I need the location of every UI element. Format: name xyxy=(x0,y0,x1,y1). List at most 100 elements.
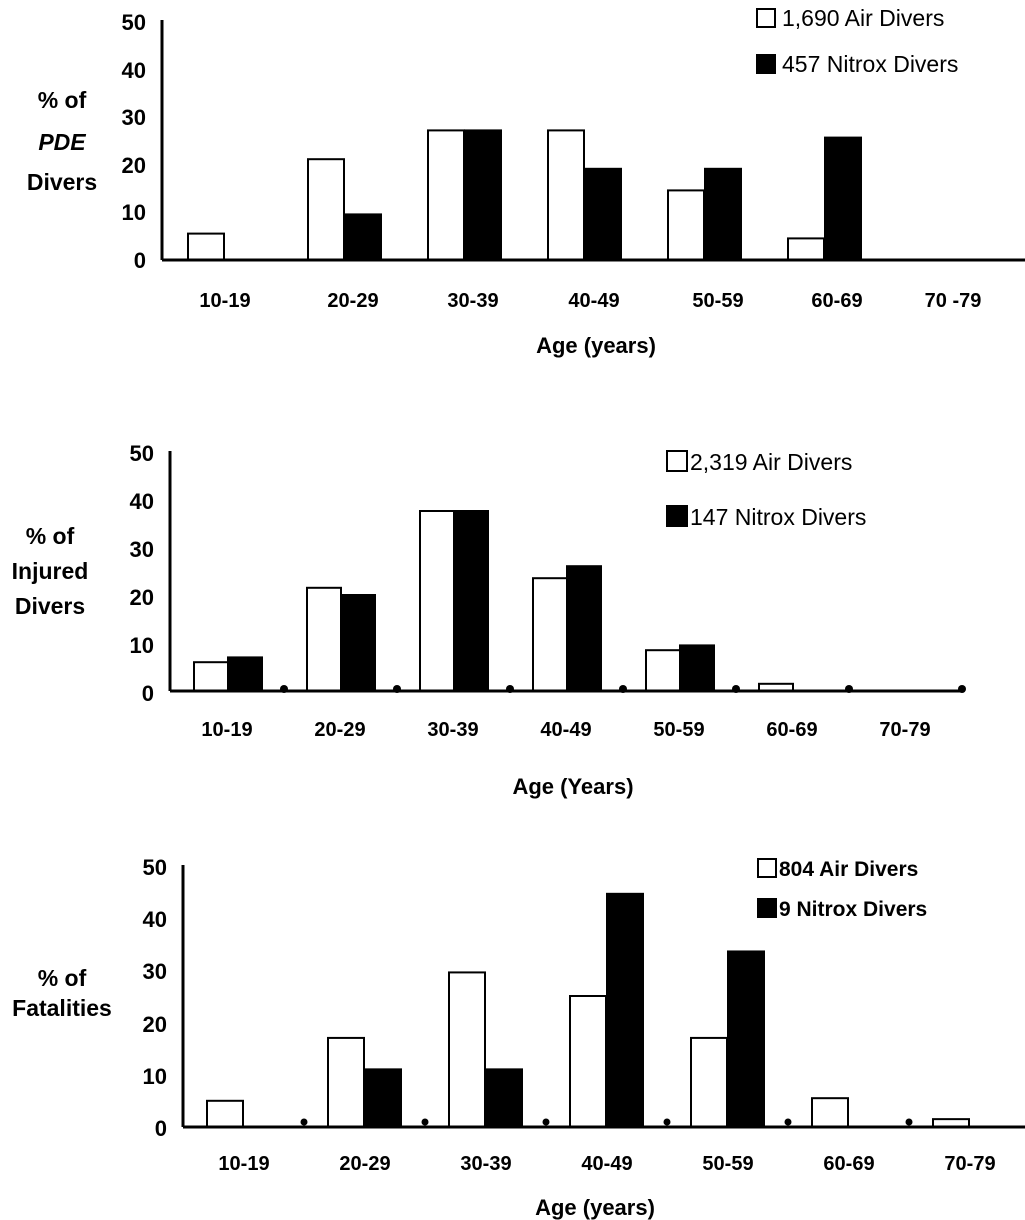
bar-nitrox-10-19 xyxy=(227,656,263,693)
x-category-label-60-69: 60-69 xyxy=(823,1153,874,1175)
chart-fatalities: % of Fatalities 0 10 20 30 40 50 10-19 2… xyxy=(12,855,1025,1220)
y-tick-label-20: 20 xyxy=(143,1012,167,1037)
y-tick-label-0: 0 xyxy=(155,1116,167,1141)
bar-air-50-59 xyxy=(690,1036,728,1129)
bar-air-60-69 xyxy=(787,237,825,261)
legend-swatch-nitrox xyxy=(757,898,777,918)
legend-label-nitrox: 147 Nitrox Divers xyxy=(690,504,866,530)
legend-swatch-air xyxy=(756,8,776,28)
y-tick-label-0: 0 xyxy=(134,248,146,273)
legend-swatch-nitrox xyxy=(666,505,688,527)
bar-nitrox-20-29 xyxy=(344,213,382,261)
x-category-label-10-19: 10-19 xyxy=(199,290,250,312)
bar-nitrox-20-29 xyxy=(340,594,376,692)
x-category-label-50-59: 50-59 xyxy=(653,719,704,741)
legend-label-nitrox: 457 Nitrox Divers xyxy=(782,51,958,77)
y-tick-label-50: 50 xyxy=(143,855,167,880)
y-tick-label-50: 50 xyxy=(122,10,146,35)
x-axis-label: Age (years) xyxy=(535,1195,655,1220)
bars-group xyxy=(187,129,862,262)
x-category-label-40-49: 40-49 xyxy=(540,719,591,741)
bar-nitrox-40-49 xyxy=(606,892,644,1128)
x-category-label-60-69: 60-69 xyxy=(811,290,862,312)
bar-air-40-49 xyxy=(569,995,607,1128)
x-category-label-30-39: 30-39 xyxy=(447,290,498,312)
x-tick-mark xyxy=(905,1118,913,1126)
bar-nitrox-30-39 xyxy=(485,1068,523,1128)
x-tick-mark xyxy=(421,1118,429,1126)
bar-air-20-29 xyxy=(327,1036,365,1129)
y-axis-label-line-3: Divers xyxy=(27,169,97,195)
bar-nitrox-50-59 xyxy=(727,950,765,1129)
x-category-label-20-29: 20-29 xyxy=(327,290,378,312)
bar-air-30-39 xyxy=(427,129,465,261)
x-tick-mark xyxy=(542,1118,550,1126)
y-tick-label-30: 30 xyxy=(122,105,146,130)
y-tick-label-10: 10 xyxy=(143,1064,167,1089)
x-category-label-50-59: 50-59 xyxy=(692,290,743,312)
bar-air-20-29 xyxy=(307,158,345,261)
x-axis-tick-marks xyxy=(280,685,966,693)
x-category-label-10-19: 10-19 xyxy=(218,1153,269,1175)
y-tick-label-0: 0 xyxy=(142,681,154,706)
x-category-label-10-19: 10-19 xyxy=(201,719,252,741)
y-axis-label-line-2: PDE xyxy=(38,129,86,155)
y-axis-label-line-1: % of xyxy=(38,87,87,113)
x-axis-tick-marks xyxy=(300,1118,913,1126)
x-tick-mark xyxy=(300,1118,308,1126)
bar-nitrox-20-29 xyxy=(364,1068,402,1128)
bar-air-20-29 xyxy=(306,586,342,692)
x-axis-label: Age (years) xyxy=(536,333,656,358)
y-tick-label-50: 50 xyxy=(130,441,154,466)
x-tick-mark xyxy=(393,685,401,693)
bar-air-40-49 xyxy=(547,129,585,261)
x-category-label-70-79: 70-79 xyxy=(879,719,930,741)
y-tick-label-10: 10 xyxy=(122,200,146,225)
bar-nitrox-50-59 xyxy=(679,644,715,693)
chart-pde-divers: % of PDE Divers 0 10 20 30 40 50 10-19 2… xyxy=(27,5,1025,358)
legend-label-air: 2,319 Air Divers xyxy=(690,449,852,475)
bar-nitrox-60-69 xyxy=(824,136,862,262)
bar-nitrox-40-49 xyxy=(566,565,602,693)
legend-label-air: 1,690 Air Divers xyxy=(782,5,944,31)
x-tick-mark xyxy=(784,1118,792,1126)
x-category-label-70-79: 70-79 xyxy=(944,1153,995,1175)
legend-label-nitrox: 9 Nitrox Divers xyxy=(779,898,927,921)
bars-group xyxy=(193,510,794,693)
y-axis-label-line-2: Injured xyxy=(12,558,89,584)
x-category-label-70-79: 70 -79 xyxy=(925,290,982,312)
x-category-label-40-49: 40-49 xyxy=(568,290,619,312)
x-tick-mark xyxy=(280,685,288,693)
y-tick-label-40: 40 xyxy=(143,907,167,932)
bar-nitrox-40-49 xyxy=(584,167,622,261)
bar-air-30-39 xyxy=(448,971,486,1128)
x-category-label-30-39: 30-39 xyxy=(427,719,478,741)
x-axis-label: Age (Years) xyxy=(512,774,633,799)
x-category-label-40-49: 40-49 xyxy=(581,1153,632,1175)
bar-nitrox-30-39 xyxy=(464,129,502,261)
x-tick-mark xyxy=(958,685,966,693)
y-tick-label-40: 40 xyxy=(130,489,154,514)
bar-air-10-19 xyxy=(187,232,225,262)
chart-injured-divers: % of Injured Divers 0 10 20 30 40 50 10-… xyxy=(12,441,966,799)
y-tick-label-30: 30 xyxy=(143,959,167,984)
bar-nitrox-30-39 xyxy=(453,510,489,692)
bar-air-30-39 xyxy=(419,510,455,692)
x-tick-mark xyxy=(732,685,740,693)
x-tick-mark xyxy=(663,1118,671,1126)
x-category-label-20-29: 20-29 xyxy=(314,719,365,741)
x-category-label-50-59: 50-59 xyxy=(702,1153,753,1175)
y-axis-label-line-1: % of xyxy=(38,965,87,991)
y-tick-label-20: 20 xyxy=(122,153,146,178)
x-category-label-60-69: 60-69 xyxy=(766,719,817,741)
x-category-label-20-29: 20-29 xyxy=(339,1153,390,1175)
y-axis-label-line-2: Fatalities xyxy=(12,995,112,1021)
bar-air-40-49 xyxy=(532,577,568,693)
bars-group xyxy=(206,892,970,1129)
legend-swatch-nitrox xyxy=(756,54,776,74)
y-axis-label-line-1: % of xyxy=(26,523,75,549)
bar-air-50-59 xyxy=(645,649,681,693)
x-tick-mark xyxy=(506,685,514,693)
x-tick-mark xyxy=(619,685,627,693)
